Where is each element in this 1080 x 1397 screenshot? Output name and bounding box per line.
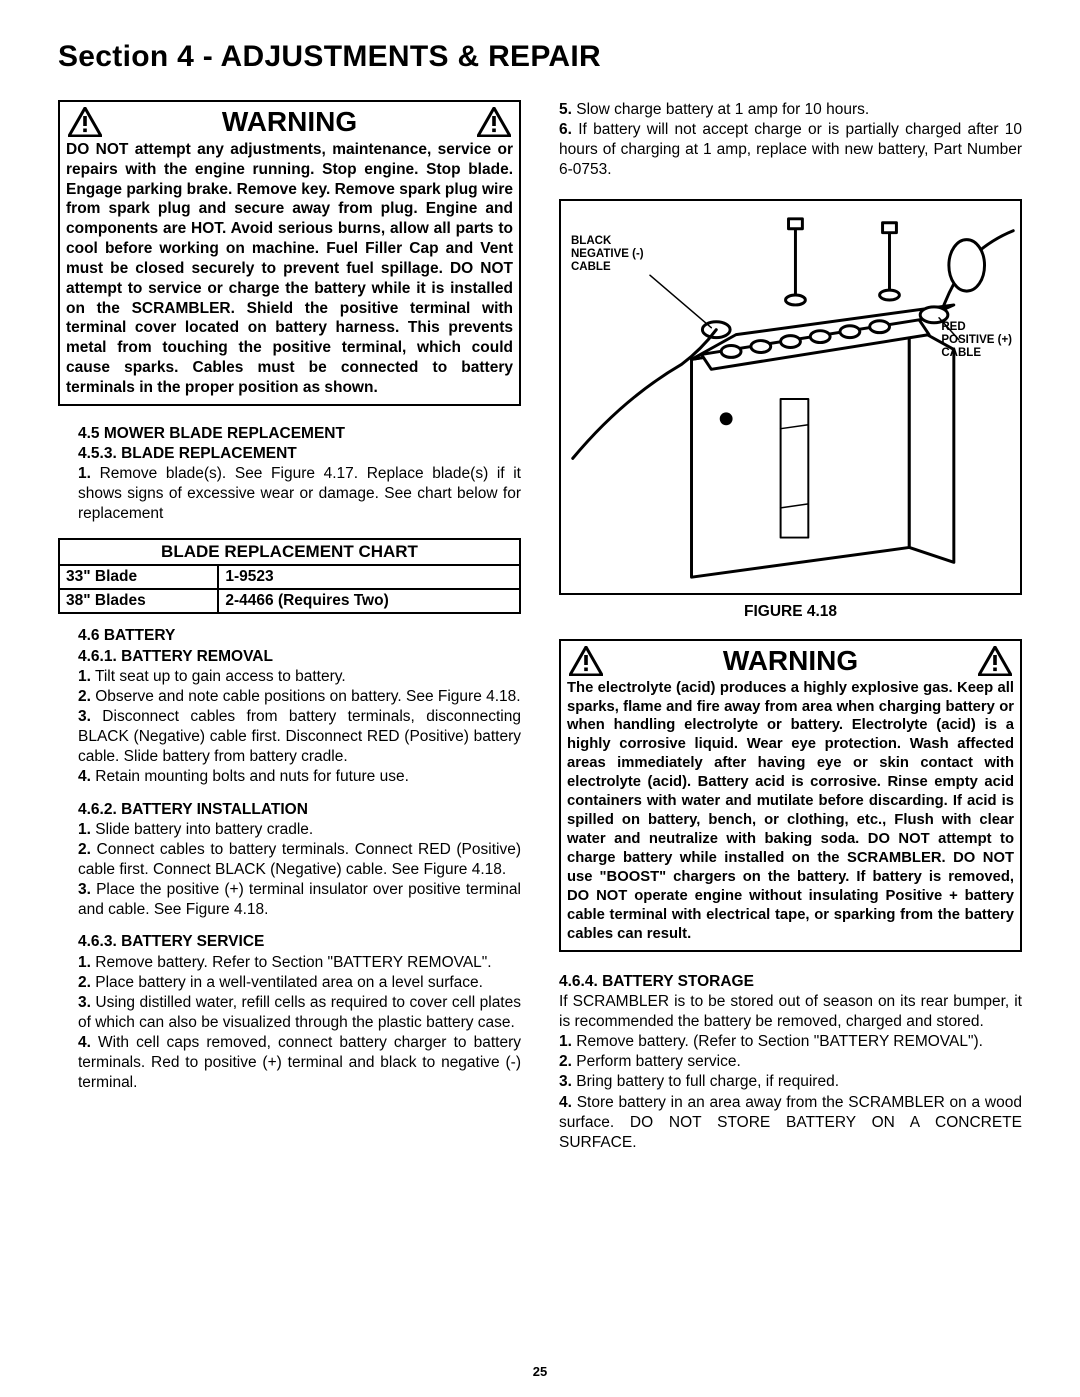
step-text: 3. Bring battery to full charge, if requ… xyxy=(559,1072,1022,1092)
heading-4-6-4: 4.6.4. BATTERY STORAGE xyxy=(559,972,1022,992)
warning-triangle-icon xyxy=(569,646,603,676)
step-text: 4. Store battery in an area away from th… xyxy=(559,1093,1022,1153)
warning-triangle-icon xyxy=(68,107,102,137)
step-num: 2. xyxy=(78,841,91,858)
warning-triangle-icon xyxy=(978,646,1012,676)
step-text: 3. Place the positive (+) terminal insul… xyxy=(78,880,521,920)
warning-triangle-icon xyxy=(477,107,511,137)
step-num: 3. xyxy=(78,881,91,898)
step-text: 4. Retain mounting bolts and nuts for fu… xyxy=(78,767,521,787)
chart-cell: 33" Blade xyxy=(59,565,218,589)
step-text: 1. Remove battery. (Refer to Section "BA… xyxy=(559,1032,1022,1052)
chart-cell: 38" Blades xyxy=(59,589,218,613)
warning-box-2: WARNING The electrolyte (acid) produces … xyxy=(559,639,1022,952)
heading-4-6-2: 4.6.2. BATTERY INSTALLATION xyxy=(78,800,521,820)
step-text: 4. With cell caps removed, connect batte… xyxy=(78,1033,521,1093)
step-text: 5. Slow charge battery at 1 amp for 10 h… xyxy=(559,100,1022,120)
step-num: 2. xyxy=(78,974,91,991)
blade-replacement-chart: BLADE REPLACEMENT CHART 33" Blade1-9523 … xyxy=(58,538,521,614)
step-num: 1. xyxy=(78,465,91,482)
step-num: 1. xyxy=(559,1033,572,1050)
step-body: Tilt seat up to gain access to battery. xyxy=(91,668,346,685)
step-body: If battery will not accept charge or is … xyxy=(559,121,1022,178)
step-body: With cell caps removed, connect battery … xyxy=(78,1034,521,1091)
two-column-layout: WARNING DO NOT attempt any adjustments, … xyxy=(58,100,1022,1153)
step-body: Disconnect cables from battery terminals… xyxy=(78,708,521,765)
left-column: WARNING DO NOT attempt any adjustments, … xyxy=(58,100,521,1153)
chart-cell: 2-4466 (Requires Two) xyxy=(218,589,520,613)
step-num: 5. xyxy=(559,101,572,118)
step-num: 1. xyxy=(78,954,91,971)
heading-4-6-3: 4.6.3. BATTERY SERVICE xyxy=(78,932,521,952)
step-body: Bring battery to full charge, if require… xyxy=(572,1073,839,1090)
step-text: 2. Connect cables to battery terminals. … xyxy=(78,840,521,880)
step-body: Observe and note cable positions on batt… xyxy=(91,688,521,705)
step-body: Place the positive (+) terminal insulato… xyxy=(78,881,521,918)
figure-label-red-cable: RED POSITIVE (+) CABLE xyxy=(941,321,1012,361)
step-body: Slow charge battery at 1 amp for 10 hour… xyxy=(572,101,869,118)
step-num: 2. xyxy=(78,688,91,705)
step-num: 3. xyxy=(78,708,91,725)
step-body: Remove battery. (Refer to Section "BATTE… xyxy=(572,1033,983,1050)
figure-4-18: BLACK NEGATIVE (-) CABLE RED POSITIVE (+… xyxy=(559,199,1022,595)
chart-cell: 1-9523 xyxy=(218,565,520,589)
intro-text: If SCRAMBLER is to be stored out of seas… xyxy=(559,992,1022,1032)
step-text: 1. Slide battery into battery cradle. xyxy=(78,820,521,840)
page-number: 25 xyxy=(0,1364,1080,1379)
step-body: Remove blade(s). See Figure 4.17. Replac… xyxy=(78,465,521,522)
figure-caption: FIGURE 4.18 xyxy=(559,603,1022,621)
step-num: 1. xyxy=(78,668,91,685)
step-text: 2. Place battery in a well-ventilated ar… xyxy=(78,973,521,993)
step-num: 1. xyxy=(78,821,91,838)
step-body: Slide battery into battery cradle. xyxy=(91,821,313,838)
heading-4-6: 4.6 BATTERY xyxy=(78,626,521,646)
step-num: 3. xyxy=(78,994,91,1011)
warning-title: WARNING xyxy=(102,106,477,138)
step-text: 1. Remove battery. Refer to Section "BAT… xyxy=(78,953,521,973)
heading-4-5: 4.5 MOWER BLADE REPLACEMENT xyxy=(78,424,521,444)
step-text: 3. Using distilled water, refill cells a… xyxy=(78,993,521,1033)
step-text: 2. Perform battery service. xyxy=(559,1052,1022,1072)
step-body: Remove battery. Refer to Section "BATTER… xyxy=(91,954,492,971)
right-column: 5. Slow charge battery at 1 amp for 10 h… xyxy=(559,100,1022,1153)
step-num: 6. xyxy=(559,121,572,138)
heading-4-5-3: 4.5.3. BLADE REPLACEMENT xyxy=(78,444,521,464)
step-num: 4. xyxy=(78,768,91,785)
step-num: 2. xyxy=(559,1053,572,1070)
warning-body-1: DO NOT attempt any adjustments, maintena… xyxy=(66,140,513,398)
step-num: 4. xyxy=(559,1094,572,1111)
step-body: Store battery in an area away from the S… xyxy=(559,1094,1022,1151)
step-text: 6. If battery will not accept charge or … xyxy=(559,120,1022,180)
figure-label-black-cable: BLACK NEGATIVE (-) CABLE xyxy=(571,235,644,275)
step-num: 3. xyxy=(559,1073,572,1090)
step-text: 2. Observe and note cable positions on b… xyxy=(78,687,521,707)
warning-box-1: WARNING DO NOT attempt any adjustments, … xyxy=(58,100,521,406)
warning-body-2: The electrolyte (acid) produces a highly… xyxy=(567,679,1014,944)
step-body: Connect cables to battery terminals. Con… xyxy=(78,841,521,878)
section-title: Section 4 - ADJUSTMENTS & REPAIR xyxy=(58,40,1022,74)
step-text: 1. Tilt seat up to gain access to batter… xyxy=(78,667,521,687)
chart-title: BLADE REPLACEMENT CHART xyxy=(59,539,520,565)
step-body: Retain mounting bolts and nuts for futur… xyxy=(91,768,409,785)
warning-title: WARNING xyxy=(603,645,978,677)
step-num: 4. xyxy=(78,1034,91,1051)
step-body: Place battery in a well-ventilated area … xyxy=(91,974,483,991)
step-body: Perform battery service. xyxy=(572,1053,741,1070)
step-body: Using distilled water, refill cells as r… xyxy=(78,994,521,1031)
heading-4-6-1: 4.6.1. BATTERY REMOVAL xyxy=(78,647,521,667)
step-text: 3. Disconnect cables from battery termin… xyxy=(78,707,521,767)
step-text: 1. Remove blade(s). See Figure 4.17. Rep… xyxy=(78,464,521,524)
